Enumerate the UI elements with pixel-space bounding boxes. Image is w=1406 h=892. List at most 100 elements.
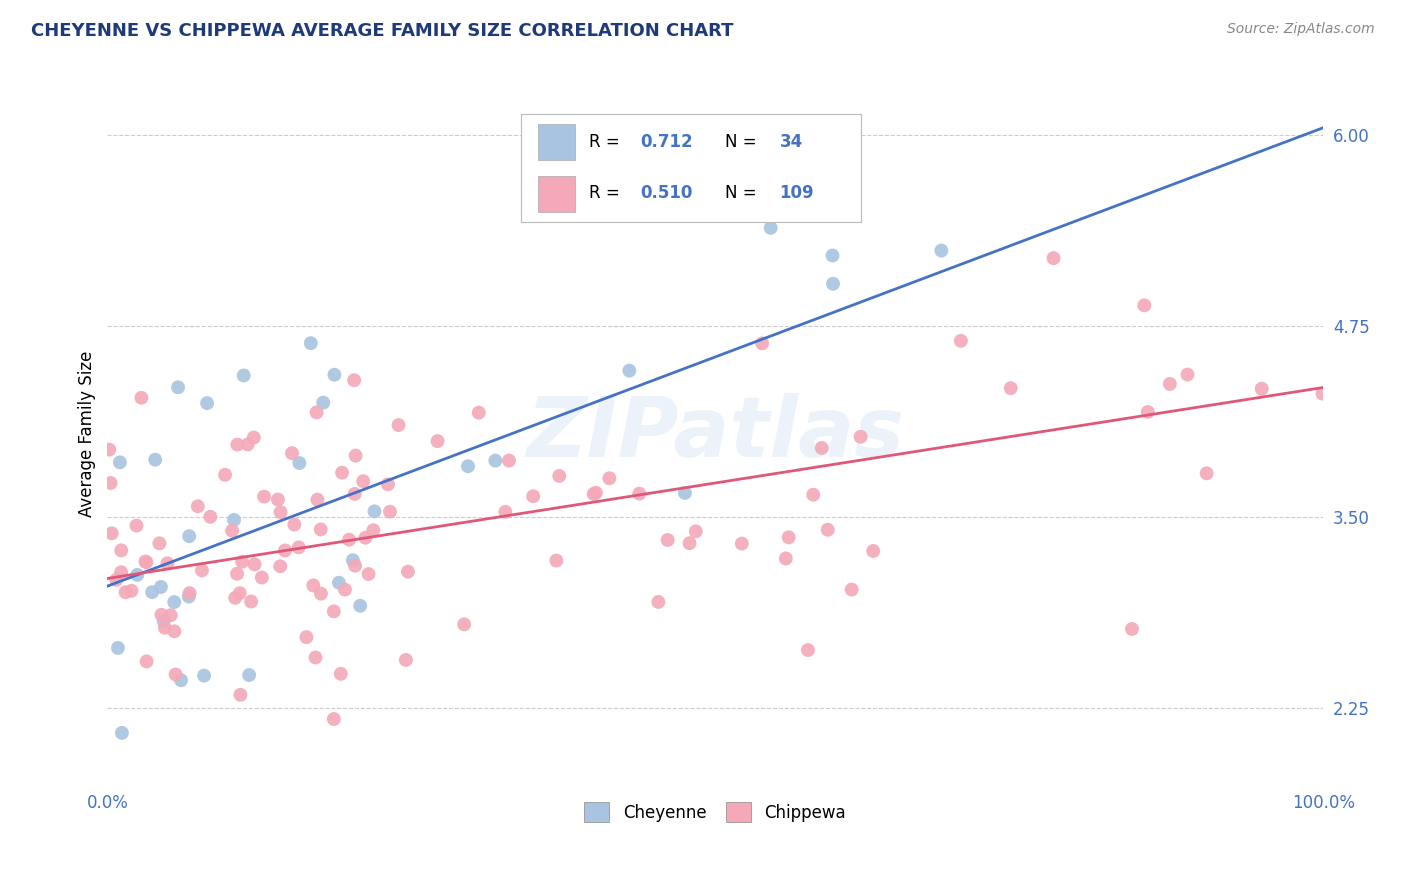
Point — [307, 492, 329, 507]
Point — [1000, 381, 1022, 395]
Point — [352, 474, 374, 488]
Point — [226, 437, 249, 451]
Point — [337, 533, 360, 547]
Point — [731, 536, 754, 550]
Point — [274, 543, 297, 558]
Point — [150, 607, 173, 622]
Point — [1042, 251, 1064, 265]
Point — [323, 368, 346, 382]
Point — [522, 489, 544, 503]
Point — [775, 551, 797, 566]
Point — [195, 396, 218, 410]
Point — [229, 688, 252, 702]
Point — [1312, 386, 1334, 401]
Point — [143, 452, 166, 467]
Point — [426, 434, 449, 449]
Point — [322, 712, 344, 726]
Point — [305, 405, 328, 419]
Point — [131, 391, 153, 405]
Point — [357, 567, 380, 582]
Point — [801, 488, 824, 502]
Point — [342, 553, 364, 567]
Text: Source: ZipAtlas.com: Source: ZipAtlas.com — [1227, 22, 1375, 37]
Point — [302, 578, 325, 592]
Point — [1121, 622, 1143, 636]
Point — [110, 543, 132, 558]
Point — [343, 373, 366, 387]
Point — [108, 455, 131, 469]
Point — [628, 486, 651, 500]
Point — [179, 529, 201, 543]
Point — [105, 573, 128, 587]
Point — [548, 469, 571, 483]
Point — [191, 563, 214, 577]
Point — [236, 437, 259, 451]
Point — [396, 565, 419, 579]
Point — [598, 471, 620, 485]
Point — [330, 466, 353, 480]
Point — [149, 580, 172, 594]
Point — [817, 523, 839, 537]
Point — [377, 477, 399, 491]
Point — [165, 667, 187, 681]
Point — [494, 505, 516, 519]
Point — [111, 726, 134, 740]
Point — [229, 586, 252, 600]
Y-axis label: Average Family Size: Average Family Size — [79, 351, 96, 516]
Point — [240, 594, 263, 608]
Point — [187, 500, 209, 514]
Point — [100, 526, 122, 541]
Point — [100, 475, 122, 490]
Point — [333, 582, 356, 597]
Point — [270, 505, 292, 519]
Point — [226, 566, 249, 581]
Point — [221, 524, 243, 538]
Point — [778, 530, 800, 544]
Point — [214, 467, 236, 482]
Point — [673, 486, 696, 500]
Point — [1195, 467, 1218, 481]
Point — [1136, 405, 1159, 419]
Point — [120, 583, 142, 598]
Text: CHEYENNE VS CHIPPEWA AVERAGE FAMILY SIZE CORRELATION CHART: CHEYENNE VS CHIPPEWA AVERAGE FAMILY SIZE… — [31, 22, 734, 40]
Point — [167, 380, 190, 394]
Point — [378, 505, 401, 519]
Point — [193, 668, 215, 682]
Point — [127, 568, 149, 582]
Point — [287, 541, 309, 555]
Point — [238, 668, 260, 682]
Point — [810, 441, 832, 455]
Point — [156, 557, 179, 571]
Point — [582, 487, 605, 501]
Point — [177, 590, 200, 604]
Point — [821, 277, 844, 291]
Point — [619, 363, 641, 377]
Point — [322, 604, 344, 618]
Point — [148, 536, 170, 550]
Point — [253, 490, 276, 504]
Point — [841, 582, 863, 597]
Point — [125, 518, 148, 533]
Point — [949, 334, 972, 348]
Point — [498, 453, 520, 467]
Point — [343, 487, 366, 501]
Point — [387, 418, 409, 433]
Point — [159, 608, 181, 623]
Point — [295, 630, 318, 644]
Point — [232, 368, 254, 383]
Point — [98, 442, 121, 457]
Point — [751, 336, 773, 351]
Point — [134, 555, 156, 569]
Point — [179, 586, 201, 600]
Point — [1133, 298, 1156, 312]
Point — [797, 643, 820, 657]
Point — [647, 595, 669, 609]
Point — [363, 504, 385, 518]
Legend: Cheyenne, Chippewa: Cheyenne, Chippewa — [578, 796, 853, 830]
Point — [304, 650, 326, 665]
Point — [862, 544, 884, 558]
Point — [269, 559, 291, 574]
Point — [328, 575, 350, 590]
Point — [349, 599, 371, 613]
Point — [363, 523, 385, 537]
